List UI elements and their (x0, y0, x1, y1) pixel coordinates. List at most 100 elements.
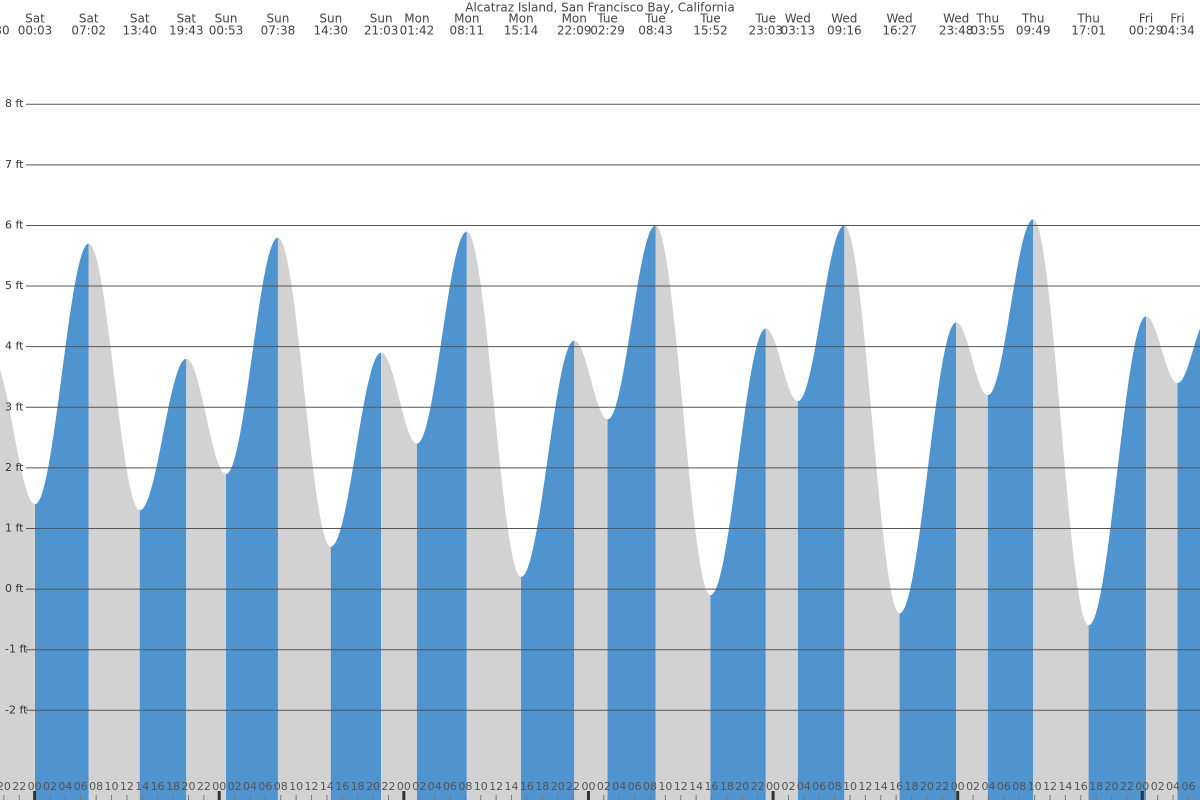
extreme-day: Sat (79, 12, 99, 26)
falling-tide (765, 328, 798, 800)
x-tick-label: 10 (843, 780, 857, 793)
x-tick-label: 14 (505, 780, 519, 793)
falling-tide (574, 340, 608, 800)
x-tick-label: 16 (151, 780, 165, 793)
x-tick-label: 00 (1135, 780, 1149, 793)
x-tick-label: 14 (135, 780, 149, 793)
extreme-day: Mon (508, 12, 533, 26)
x-tick-label: 04 (1166, 780, 1180, 793)
x-tick-label: 18 (905, 780, 919, 793)
extreme-day: Sun (215, 12, 238, 26)
x-tick-label: 04 (58, 780, 72, 793)
x-tick-label: 22 (1120, 780, 1134, 793)
extreme-day: Mon (454, 12, 479, 26)
extreme-time: 19:43 (169, 24, 204, 38)
y-tick-label: 1 ft (5, 521, 24, 534)
x-tick-label: 06 (74, 780, 88, 793)
y-tick-label: 6 ft (5, 218, 24, 231)
extreme-time: 09:49 (1016, 24, 1051, 38)
x-tick-label: 12 (674, 780, 688, 793)
extreme-day: Sun (267, 12, 290, 26)
extreme-day: Sat (176, 12, 196, 26)
extreme-day: Tue (596, 12, 618, 26)
x-tick-label: 22 (935, 780, 949, 793)
rising-tide (521, 340, 575, 800)
x-tick-label: 04 (243, 780, 257, 793)
rising-tide (899, 322, 957, 800)
falling-tide (956, 322, 988, 800)
x-tick-label: 20 (735, 780, 749, 793)
x-tick-label: 10 (658, 780, 672, 793)
tide-fills (0, 219, 1200, 800)
extreme-time: 08:43 (638, 24, 673, 38)
x-tick-label: 08 (89, 780, 103, 793)
x-tick-label: 04 (981, 780, 995, 793)
x-tick-label: 10 (1028, 780, 1042, 793)
extreme-day: Mon (404, 12, 429, 26)
x-tick-label: 12 (1043, 780, 1057, 793)
x-tick-label: 14 (874, 780, 888, 793)
extreme-time: 22:09 (557, 24, 592, 38)
x-tick-label: 12 (858, 780, 872, 793)
extreme-time: 03:55 (971, 24, 1006, 38)
x-tick-label: 00 (766, 780, 780, 793)
x-tick-label: 22 (12, 780, 26, 793)
x-tick-label: 18 (166, 780, 180, 793)
extreme-day: Thu (976, 12, 1000, 26)
x-tick-label: 02 (228, 780, 242, 793)
x-tick-label: 02 (43, 780, 57, 793)
x-tick-label: 08 (643, 780, 657, 793)
falling-tide (1033, 219, 1089, 800)
x-tick-label: 14 (1058, 780, 1072, 793)
falling-tide (277, 237, 331, 800)
extreme-day: Mon (562, 12, 587, 26)
rising-tide (139, 358, 187, 800)
extreme-day: Wed (887, 12, 913, 26)
y-tick-label: 2 ft (5, 461, 24, 474)
labels: -2 ft -1 ft 0 ft 1 ft 2 ft 3 ft 4 ft 5 ft 6 ft 7 … (0, 12, 1195, 794)
falling-tide (466, 231, 522, 800)
y-tick-label: 7 ft (5, 158, 24, 171)
x-tick-label: 22 (381, 780, 395, 793)
x-tick-label: 04 (612, 780, 626, 793)
extreme-time: 15:52 (693, 24, 728, 38)
x-tick-label: 08 (458, 780, 472, 793)
x-tick-label: 00 (951, 780, 965, 793)
y-tick-label: -2 ft (5, 703, 28, 716)
x-tick-label: 02 (597, 780, 611, 793)
grid (3, 103, 1200, 800)
extreme-day: Wed (831, 12, 857, 26)
x-tick-label: 20 (0, 780, 11, 793)
falling-tide (381, 352, 417, 800)
extreme-time: 00:53 (209, 24, 244, 38)
extreme-day: Fri (1139, 12, 1153, 26)
rising-tide (987, 219, 1034, 800)
y-tick-label: 3 ft (5, 400, 24, 413)
rising-tide (416, 231, 467, 800)
x-tick-label: 20 (551, 780, 565, 793)
x-tick-label: 20 (181, 780, 195, 793)
x-tick-label: 08 (1012, 780, 1026, 793)
x-tick-label: 06 (258, 780, 272, 793)
falling-tide (88, 243, 140, 800)
x-tick-label: 18 (351, 780, 365, 793)
x-tick-label: 20 (920, 780, 934, 793)
x-tick-label: 16 (335, 780, 349, 793)
x-tick-label: 04 (797, 780, 811, 793)
x-tick-label: 02 (781, 780, 795, 793)
extreme-time: 08:11 (449, 24, 484, 38)
x-tick-label: 16 (1074, 780, 1088, 793)
extreme-time: 13:40 (122, 24, 157, 38)
x-tick-label: 04 (428, 780, 442, 793)
chart-title: Alcatraz Island, San Francisco Bay, Cali… (465, 1, 734, 15)
extreme-time: 16:27 (882, 24, 917, 38)
rising-tide (607, 225, 656, 800)
extreme-day: Sun (319, 12, 342, 26)
falling-tide (1146, 316, 1178, 800)
extreme-time: 15:14 (504, 24, 539, 38)
y-tick-label: -1 ft (5, 643, 28, 656)
x-tick-label: 10 (105, 780, 119, 793)
extreme-day: Thu (1021, 12, 1045, 26)
x-tick-label: 14 (320, 780, 334, 793)
